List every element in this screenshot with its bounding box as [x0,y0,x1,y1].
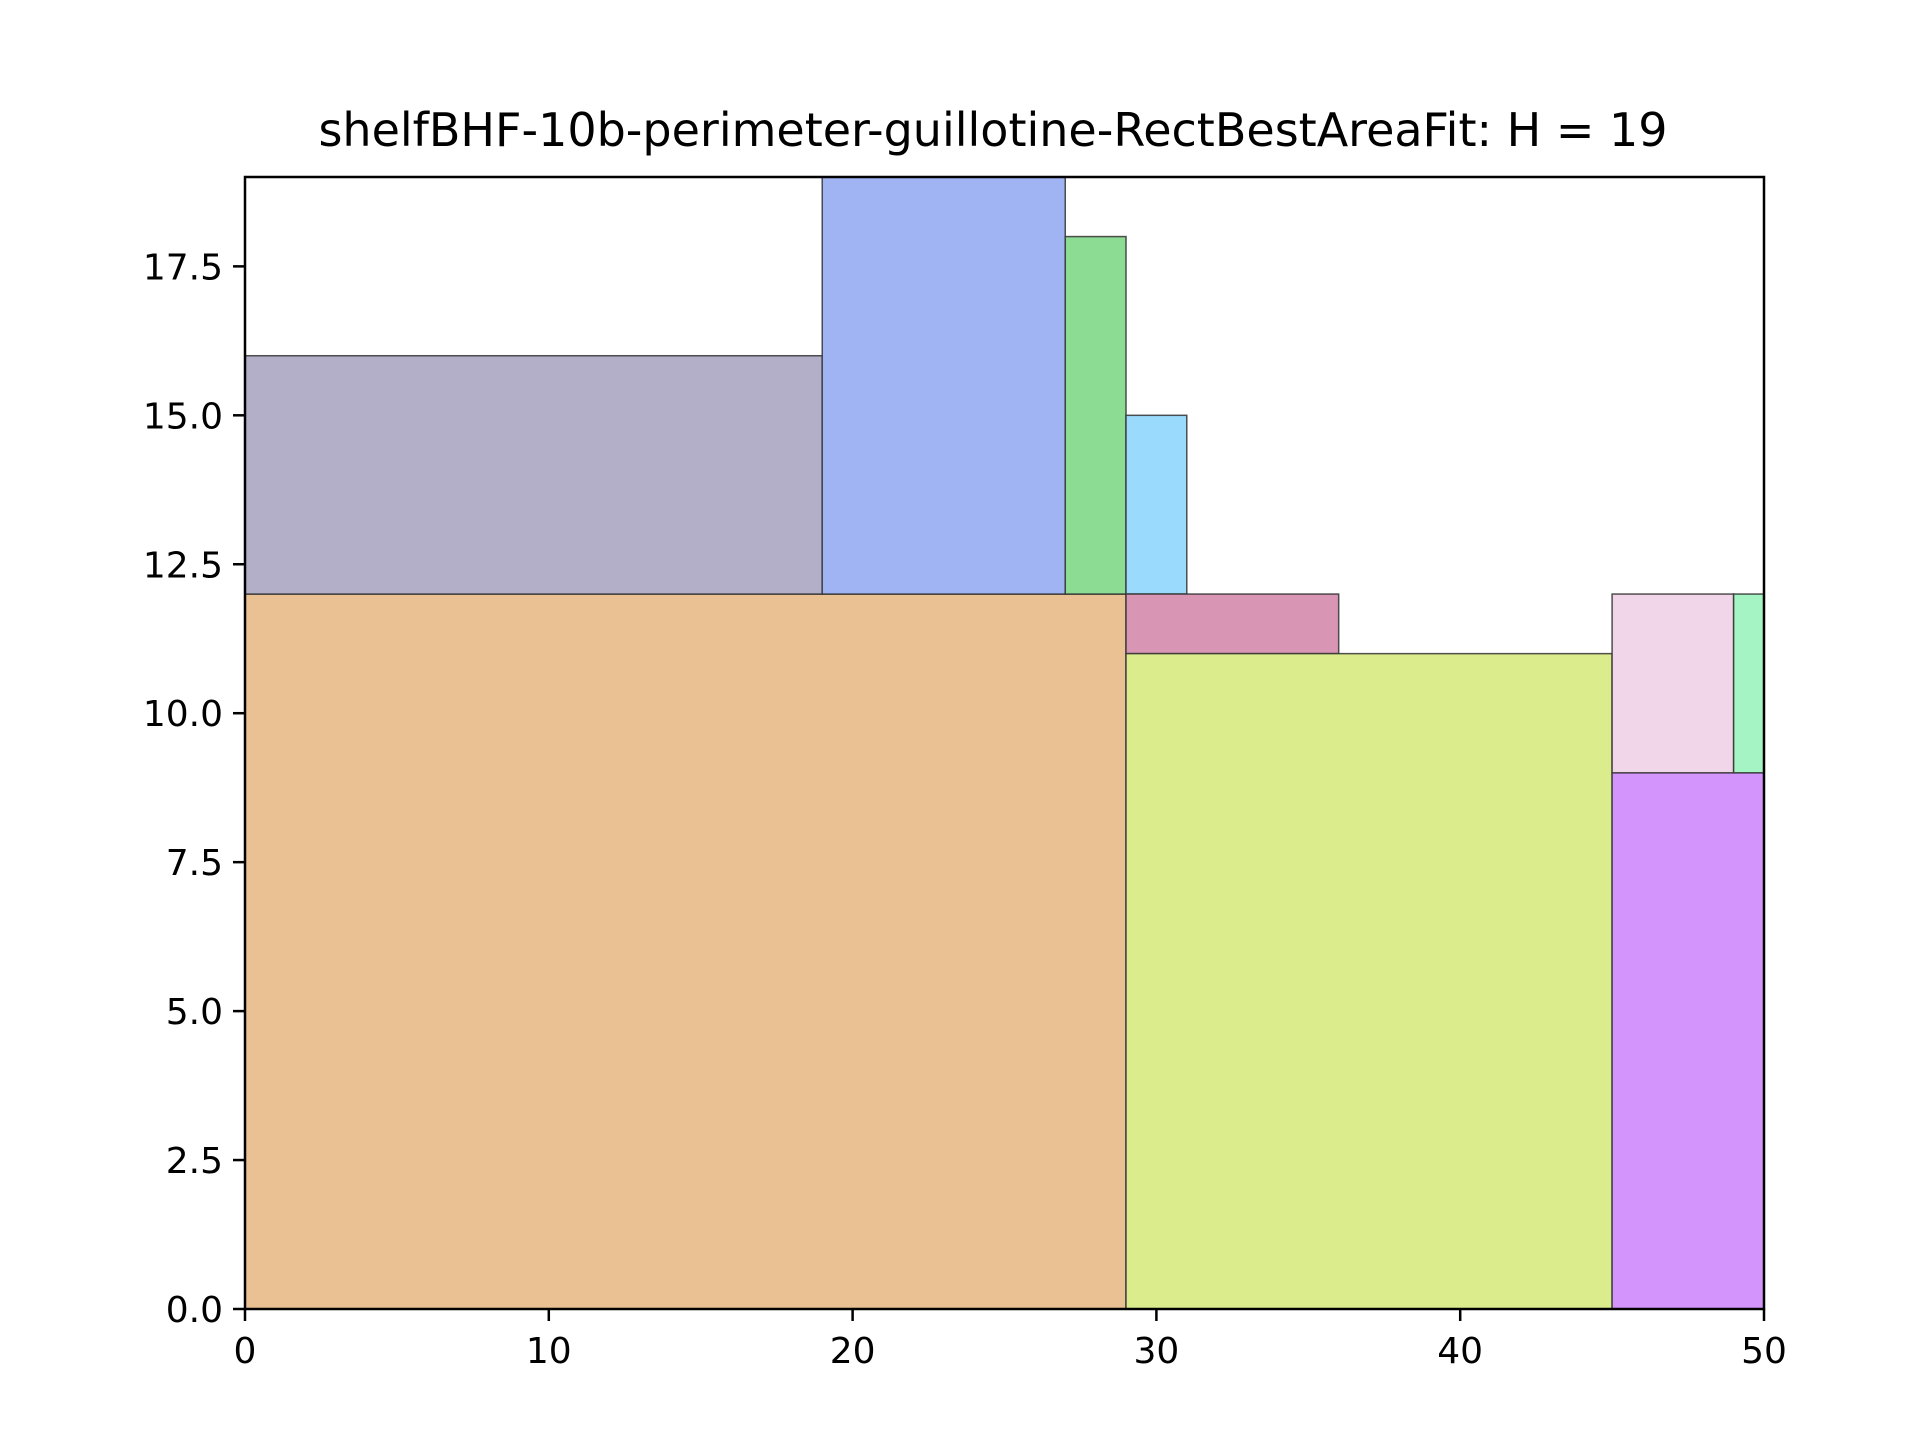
packed-rectangle-2 [244,354,823,595]
packed-rectangle-1 [244,593,1127,1310]
x-tick-label: 20 [830,1331,876,1372]
packed-rectangle-7 [1125,652,1613,1310]
packed-rectangle-3 [821,176,1067,595]
y-tick-label: 10.0 [143,694,223,735]
chart-title: shelfBHF-10b-perimeter-guillotine-RectBe… [318,103,1667,157]
y-tick-label: 17.5 [143,247,223,288]
y-tick-label: 5.0 [166,992,223,1033]
packed-rectangle-6 [1125,593,1340,655]
x-tick-label: 40 [1437,1331,1483,1372]
packed-rectangle-8 [1611,772,1765,1310]
x-tick-label: 30 [1133,1331,1179,1372]
y-tick-label: 0.0 [166,1290,223,1331]
y-tick-label: 12.5 [143,545,223,586]
packed-rectangle-5 [1125,414,1188,595]
x-tick-label: 10 [526,1331,572,1372]
axes-frame [243,175,1766,1311]
packed-rectangle-4 [1064,235,1127,595]
packed-rectangles [244,176,1765,1310]
y-axis: 0.0 2.5 5.0 7.5 10.0 12.5 15.0 17.5 [143,247,245,1331]
y-tick-label: 15.0 [143,396,223,437]
y-tick-label: 7.5 [166,843,223,884]
packed-rectangle-10 [1732,593,1765,774]
packed-rectangle-9 [1611,593,1735,774]
x-tick-label: 0 [234,1331,257,1372]
x-axis: 0 10 20 30 40 50 [234,1309,1787,1372]
x-tick-label: 50 [1741,1331,1787,1372]
y-tick-label: 2.5 [166,1141,223,1182]
